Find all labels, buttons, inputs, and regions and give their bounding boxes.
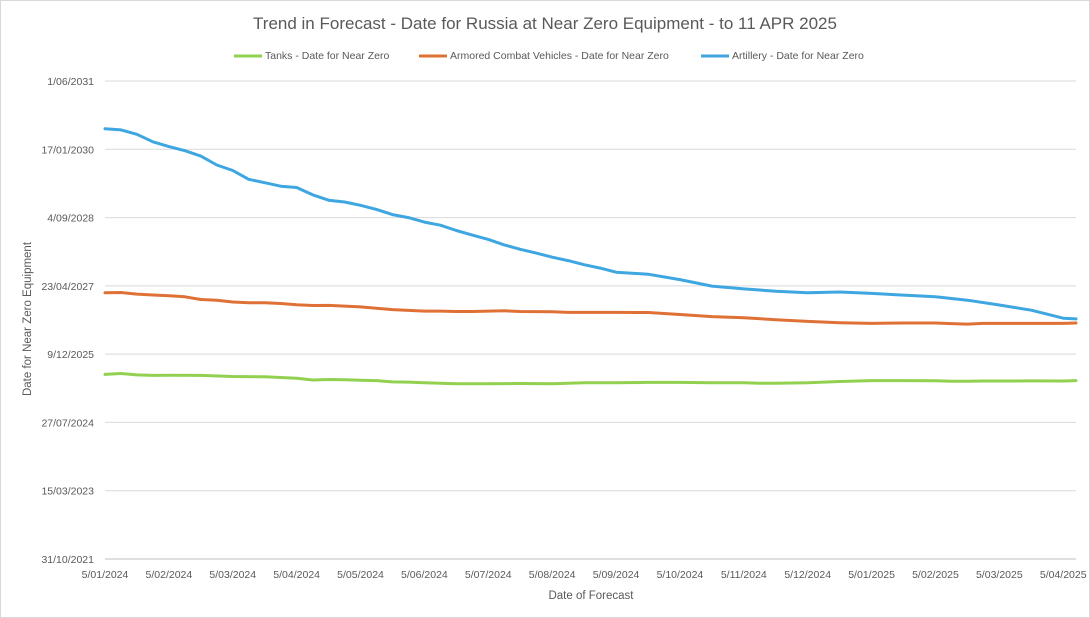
y-tick-label: 1/06/2031 xyxy=(47,76,94,88)
series-line-artillery xyxy=(103,127,1078,321)
x-axis-title: Date of Forecast xyxy=(548,590,634,602)
x-tick-label: 5/04/2024 xyxy=(273,569,320,581)
legend-label-artillery: Artillery - Date for Near Zero xyxy=(732,50,864,62)
x-tick-label: 5/08/2024 xyxy=(529,569,576,581)
y-tick-label: 31/10/2021 xyxy=(41,554,94,566)
x-tick-label: 5/02/2025 xyxy=(912,569,959,581)
x-tick-label: 5/05/2024 xyxy=(337,569,384,581)
x-tick-label: 5/06/2024 xyxy=(401,569,448,581)
x-tick-label: 5/01/2024 xyxy=(82,569,129,581)
series-lines xyxy=(103,127,1078,386)
legend-label-armored-combat-vehicles: Armored Combat Vehicles - Date for Near … xyxy=(450,50,669,62)
x-tick-label: 5/10/2024 xyxy=(657,569,704,581)
y-tick-label: 4/09/2028 xyxy=(47,213,94,225)
chart-title: Trend in Forecast - Date for Russia at N… xyxy=(253,14,837,33)
y-tick-label: 15/03/2023 xyxy=(41,486,94,498)
y-tick-label: 23/04/2027 xyxy=(41,281,94,293)
x-axis-ticks: 5/01/2024 5/02/2024 5/03/2024 5/04/2024 5/05… xyxy=(82,569,1087,581)
y-axis-title: Date for Near Zero Equipment xyxy=(22,241,34,396)
x-tick-label: 5/01/2025 xyxy=(848,569,895,581)
y-axis-ticks: 31/10/2021 15/03/2023 27/07/2024 9/12/2025 2… xyxy=(41,76,94,566)
x-tick-label: 5/03/2025 xyxy=(976,569,1023,581)
legend-label-tanks: Tanks - Date for Near Zero xyxy=(265,50,389,62)
x-tick-label: 5/12/2024 xyxy=(784,569,831,581)
y-tick-label: 27/07/2024 xyxy=(41,417,94,429)
x-tick-label: 5/09/2024 xyxy=(593,569,640,581)
x-tick-label: 5/04/2025 xyxy=(1040,569,1087,581)
gridlines xyxy=(105,80,1076,560)
x-tick-label: 5/07/2024 xyxy=(465,569,512,581)
x-tick-label: 5/02/2024 xyxy=(146,569,193,581)
x-tick-label: 5/11/2024 xyxy=(721,569,767,581)
series-line-armored-combat-vehicles xyxy=(103,291,1078,326)
series-line-tanks xyxy=(103,372,1078,386)
y-tick-label: 9/12/2025 xyxy=(47,349,94,361)
y-tick-label: 17/01/2030 xyxy=(41,144,94,156)
legend: Tanks - Date for Near Zero Armored Comba… xyxy=(234,50,864,62)
x-tick-label: 5/03/2024 xyxy=(209,569,256,581)
